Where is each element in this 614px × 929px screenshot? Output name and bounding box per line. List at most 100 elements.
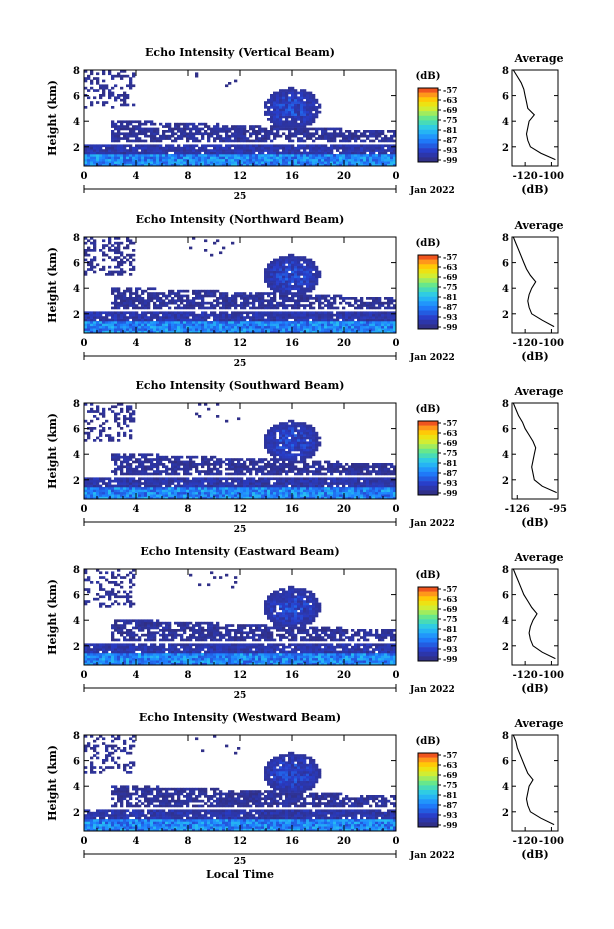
heatmap-cell bbox=[282, 280, 286, 283]
heatmap-cell bbox=[141, 330, 145, 334]
heatmap-cell bbox=[288, 113, 292, 116]
heatmap-cell bbox=[129, 287, 133, 291]
heatmap-cell bbox=[306, 161, 310, 164]
heatmap-cell bbox=[348, 328, 352, 331]
heatmap-cell bbox=[123, 294, 127, 298]
heatmap-cell bbox=[291, 268, 295, 271]
heatmap-cell bbox=[300, 163, 304, 167]
heatmap-cell bbox=[150, 472, 154, 476]
heatmap-cell bbox=[189, 146, 193, 150]
heatmap-cell bbox=[246, 144, 250, 148]
heatmap-cell bbox=[96, 325, 100, 329]
heatmap-cell bbox=[201, 491, 205, 495]
heatmap-cell bbox=[267, 434, 271, 437]
heatmap-cell bbox=[285, 484, 289, 488]
heatmap-cell bbox=[141, 496, 145, 500]
heatmap-cell bbox=[285, 477, 289, 481]
heatmap-cell bbox=[228, 489, 232, 493]
heatmap-cell bbox=[132, 258, 136, 262]
heatmap-cell bbox=[237, 321, 241, 324]
heatmap-cell bbox=[141, 477, 145, 481]
heatmap-cell bbox=[111, 161, 115, 164]
heatmap-cell bbox=[333, 306, 337, 310]
heatmap-cell bbox=[129, 239, 133, 243]
heatmap-cell bbox=[369, 304, 373, 307]
heatmap-cell bbox=[285, 304, 289, 307]
heatmap-cell bbox=[255, 163, 259, 167]
heatmap-cell bbox=[249, 316, 253, 319]
heatmap-cell bbox=[120, 253, 124, 257]
heatmap-cell bbox=[285, 156, 289, 160]
heatmap-cell bbox=[267, 110, 271, 114]
colorbar-tick-label: -63 bbox=[443, 95, 458, 105]
heatmap-cell bbox=[237, 146, 241, 150]
heatmap-cell bbox=[93, 149, 97, 152]
heatmap-cell bbox=[273, 439, 277, 442]
heatmap-cell bbox=[285, 479, 289, 483]
heatmap-cell bbox=[84, 479, 88, 483]
heatmap-cell bbox=[114, 458, 118, 461]
heatmap-cell bbox=[90, 407, 94, 411]
heatmap-cell bbox=[165, 479, 169, 483]
heatmap-cell bbox=[294, 460, 298, 464]
heatmap-cell bbox=[291, 149, 295, 152]
heatmap-cell bbox=[303, 108, 307, 112]
heatmap-cell bbox=[102, 258, 106, 262]
heatmap-cell bbox=[321, 316, 325, 319]
heatmap-cell bbox=[387, 321, 391, 324]
heatmap-cell bbox=[261, 482, 265, 485]
heatmap-cell bbox=[297, 113, 301, 116]
heatmap-cell bbox=[231, 465, 235, 469]
heatmap-cell bbox=[129, 294, 133, 298]
heatmap-cell bbox=[309, 108, 313, 112]
heatmap-cell bbox=[177, 465, 181, 469]
heatmap-cell bbox=[186, 460, 190, 464]
heatmap-cell bbox=[282, 149, 286, 152]
heatmap-cell bbox=[87, 316, 91, 319]
heatmap-cell bbox=[111, 311, 115, 315]
heatmap-cell bbox=[144, 491, 148, 495]
heatmap-cell bbox=[114, 139, 118, 143]
heatmap-cell bbox=[306, 325, 310, 329]
heatmap-cell bbox=[135, 149, 139, 152]
heatmap-cell bbox=[150, 463, 154, 466]
heatmap-cell bbox=[372, 161, 376, 164]
heatmap-cell bbox=[354, 158, 358, 162]
heatmap-cell bbox=[309, 146, 313, 150]
heatmap-cell bbox=[273, 311, 277, 315]
heatmap-cell bbox=[321, 306, 325, 310]
heatmap-cell bbox=[291, 489, 295, 493]
heatmap-cell bbox=[183, 496, 187, 500]
heatmap-cell bbox=[222, 477, 226, 481]
heatmap-cell bbox=[192, 465, 196, 469]
heatmap-cell bbox=[201, 328, 205, 331]
heatmap-cell bbox=[255, 158, 259, 162]
heatmap-cell bbox=[222, 328, 226, 331]
heatmap-cell bbox=[306, 120, 310, 124]
heatmap-cell bbox=[126, 304, 130, 307]
heatmap-cell bbox=[114, 306, 118, 310]
heatmap-cell bbox=[135, 299, 139, 303]
heatmap-cell bbox=[243, 489, 247, 493]
heatmap-cell bbox=[267, 163, 271, 167]
heatmap-cell bbox=[132, 151, 136, 155]
heatmap-cell bbox=[243, 163, 247, 167]
heatmap-cell bbox=[321, 318, 325, 322]
heatmap-cell bbox=[291, 477, 295, 481]
heatmap-cell bbox=[120, 163, 124, 167]
colorbar-tick-label: -75 bbox=[443, 115, 457, 125]
heatmap-cell bbox=[123, 127, 127, 131]
heatmap-cell bbox=[288, 289, 292, 293]
heatmap-cell bbox=[294, 427, 298, 430]
heatmap-cell bbox=[162, 313, 166, 317]
heatmap-cell bbox=[303, 154, 307, 157]
heatmap-cell bbox=[231, 458, 235, 461]
heatmap-cell bbox=[183, 463, 187, 466]
heatmap-cell bbox=[312, 330, 316, 334]
heatmap-cell bbox=[126, 122, 130, 126]
heatmap-cell bbox=[147, 292, 151, 295]
heatmap-cell bbox=[234, 484, 238, 488]
heatmap-cell bbox=[339, 134, 343, 138]
heatmap-cell bbox=[303, 258, 307, 262]
heatmap-cell bbox=[246, 137, 250, 140]
